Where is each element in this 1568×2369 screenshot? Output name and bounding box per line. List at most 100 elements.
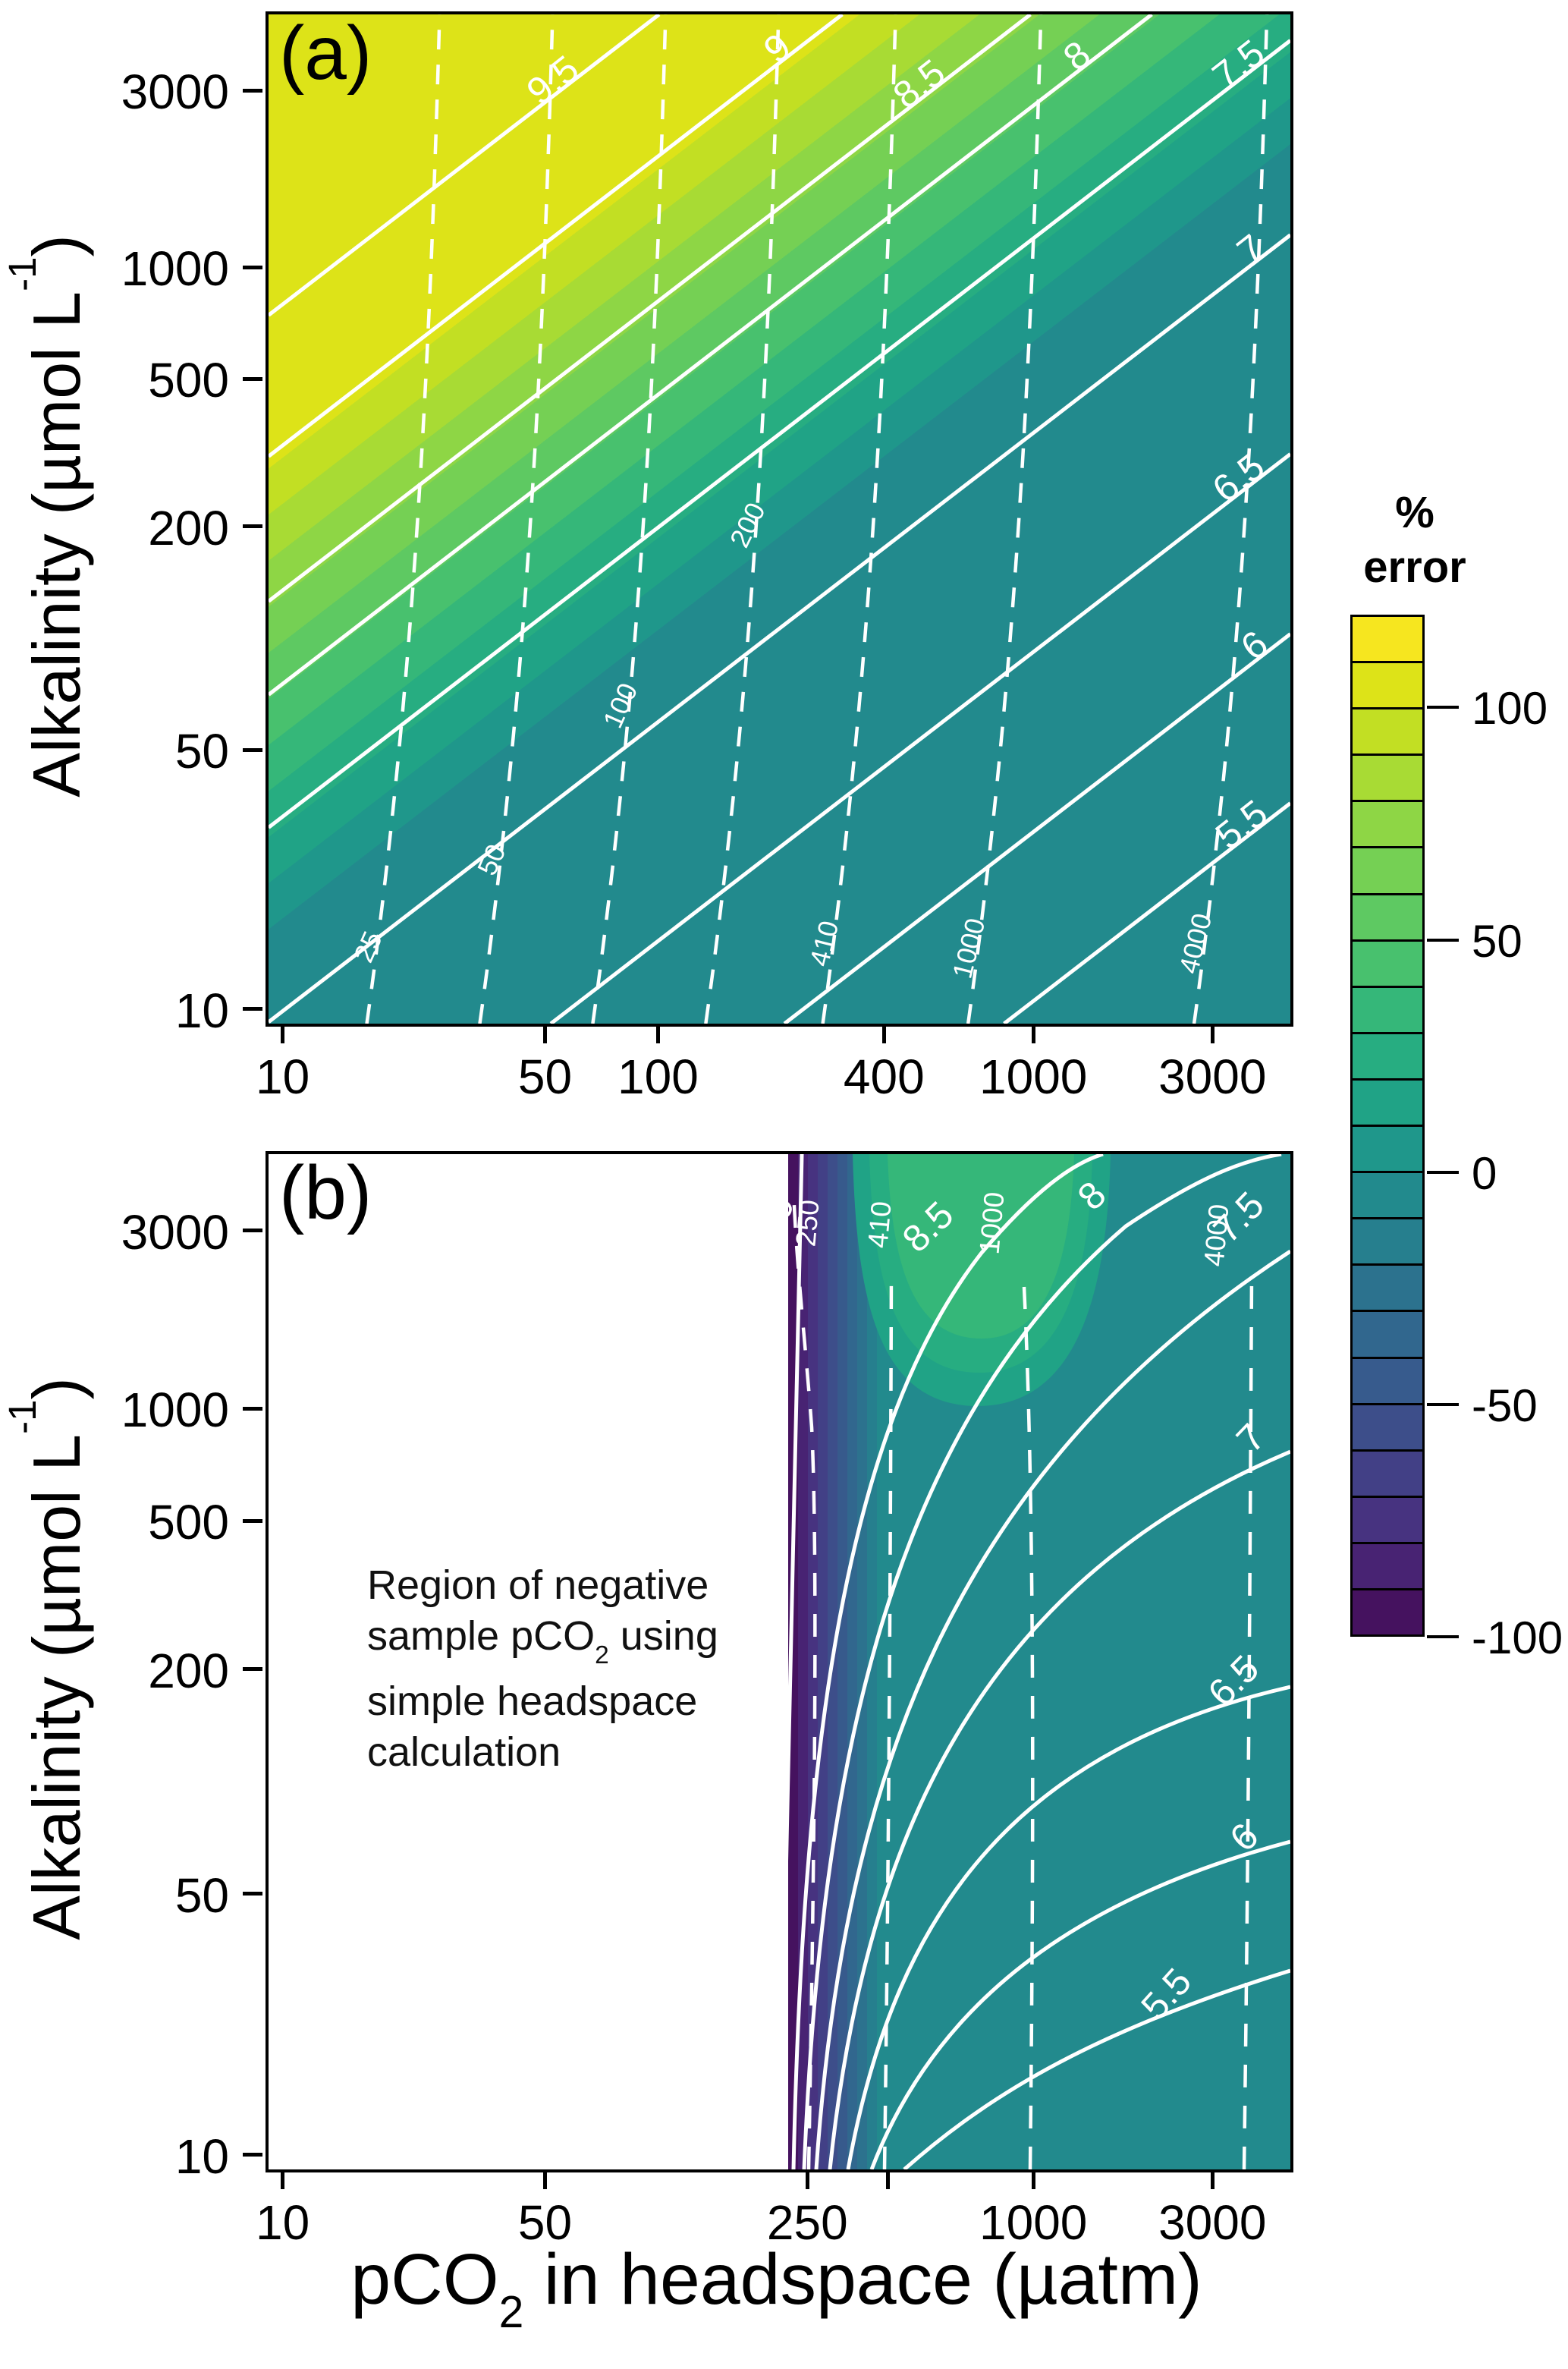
panel-a-y-tick — [243, 376, 262, 381]
panel-b-y-tick — [243, 1406, 262, 1411]
panel-a-x-tick — [655, 1024, 660, 1043]
colorbar-tick — [1427, 706, 1459, 709]
colorbar-block — [1353, 1543, 1422, 1590]
colorbar-title-line1: % — [1395, 488, 1434, 537]
panel-a-plot: (a) 9.5 9 8.5 8 7.5 7 6.5 6 5.5 25 50 100 200 410 1000… — [266, 11, 1293, 1027]
panel-b-ph-contour-line — [903, 1968, 1290, 2169]
panel-b-pco2-contour-label: 410 — [862, 1200, 897, 1249]
panel-a-y-tick — [243, 747, 262, 752]
colorbar-block — [1353, 941, 1422, 988]
panel-b-y-tick — [243, 1892, 262, 1896]
panel-b-ph-contour-line — [846, 1685, 1290, 2169]
panel-a-ph-contour-line — [269, 39, 1290, 829]
colorbar-block — [1353, 987, 1422, 1034]
panel-b-letter: (b) — [279, 1150, 372, 1235]
panel-b-plot: (b) Region of negative sample pCO2 using s… — [266, 1150, 1293, 2172]
panel-a-ph-contour-line — [269, 14, 844, 458]
colorbar-block — [1353, 1358, 1422, 1405]
colorbar-block — [1353, 709, 1422, 757]
panel-a-error-field — [269, 14, 1290, 1024]
panel-a-pco2-contour-line — [821, 14, 897, 1024]
panel-a-x-tick — [881, 1024, 886, 1043]
panel-b-pco2-contour-line — [1242, 1275, 1254, 2169]
colorbar-tick-label: 50 — [1472, 915, 1522, 967]
panel-b-ph-contour-line — [828, 1449, 1290, 2169]
colorbar-block — [1353, 617, 1422, 664]
panel-a-x-tick-label: 3000 — [1158, 1049, 1267, 1104]
panel-a-pco2-contour-line — [966, 14, 1043, 1024]
panel-a-x-tick-label: 400 — [843, 1049, 925, 1104]
panel-b-pco2-contour-label: 4000 — [1199, 1203, 1235, 1268]
colorbar-tick — [1427, 1635, 1459, 1638]
panel-b-y-tick-label: 200 — [148, 1643, 229, 1698]
colorbar-tick — [1427, 938, 1459, 942]
panel-a-x-tick-label: 10 — [256, 1049, 310, 1104]
panel-a-y-tick-label: 500 — [148, 353, 229, 408]
panel-a-ph-contour-line — [1003, 801, 1290, 1024]
panel-b-x-tick-label: 10 — [256, 2195, 310, 2250]
annotation-line: sample pCO2 using — [367, 1613, 718, 1669]
panel-a-x-tick-label: 50 — [517, 1049, 573, 1104]
colorbar-tick-label: 0 — [1472, 1147, 1497, 1199]
x-axis-title: pCO2 in headspace (µatm) — [350, 2239, 1202, 2337]
panel-a-y-tick — [243, 265, 262, 269]
panel-b-y-tick-label: 10 — [174, 2128, 229, 2184]
panel-a-x-tick — [542, 1024, 547, 1043]
panel-a-pco2-contour-line — [365, 14, 441, 1024]
panel-b-x-tick — [886, 2169, 891, 2189]
colorbar-block — [1353, 1590, 1422, 1635]
panel-a-y-tick — [243, 1007, 262, 1011]
colorbar-block — [1353, 756, 1422, 803]
colorbar-title-line2: error — [1363, 543, 1466, 592]
panel-a-pco2-contour-line — [704, 14, 781, 1024]
panel-b-pco2-contour-line — [1022, 1286, 1035, 2169]
panel-a-x-tick-label: 100 — [617, 1049, 699, 1104]
panel-a-y-tick-label: 3000 — [121, 64, 229, 120]
colorbar-block — [1353, 1405, 1422, 1452]
colorbar-block — [1353, 1451, 1422, 1498]
panel-a-y-tick-label: 1000 — [121, 241, 229, 297]
panel-b-y-tick — [243, 1229, 262, 1233]
panel-b-x-tick — [1031, 2169, 1035, 2189]
colorbar-tick — [1427, 1170, 1459, 1174]
colorbar-block — [1353, 663, 1422, 710]
colorbar-tick-label: 100 — [1472, 683, 1548, 735]
panel-a-x-tick — [281, 1024, 285, 1043]
panel-a-ph-contour-line — [269, 14, 1032, 603]
panel-a-y-tick — [243, 88, 262, 93]
panel-b-pco2-contour-label: 1000 — [974, 1191, 1010, 1256]
colorbar-block — [1353, 1080, 1422, 1128]
panel-a-x-tick — [1031, 1024, 1035, 1043]
panel-b-y-tick — [243, 2153, 262, 2157]
colorbar-tick-label: -50 — [1472, 1380, 1538, 1431]
panel-b-x-tick — [1210, 2169, 1214, 2189]
panel-b-ph-contour-line — [802, 1154, 1282, 2169]
panel-b-x-tick — [281, 2169, 285, 2189]
panel-a-y-tick-label: 50 — [174, 724, 229, 779]
colorbar-title: % error — [1290, 486, 1540, 595]
panel-b-y-tick — [243, 1667, 262, 1672]
colorbar-block — [1353, 1497, 1422, 1544]
panel-b-ph-contour-line — [814, 1249, 1290, 2169]
annotation-line: Region of negative — [367, 1562, 709, 1608]
colorbar-tick — [1427, 1402, 1459, 1406]
colorbar-tick-label: -100 — [1472, 1612, 1563, 1663]
panel-a-x-tick — [1210, 1024, 1214, 1043]
panel-a-y-tick-label: 10 — [174, 983, 229, 1038]
colorbar-block — [1353, 1033, 1422, 1081]
colorbar-block — [1353, 1266, 1422, 1313]
panel-a-x-tick-label: 1000 — [979, 1049, 1088, 1104]
panel-b-y-tick-label: 3000 — [121, 1204, 229, 1260]
panel-b-pco2-contour-line — [882, 1267, 894, 2169]
panel-a-ph-contour-line — [783, 632, 1290, 1024]
panel-a-ph-contour-line — [549, 452, 1290, 1024]
panel-a-letter: (a) — [279, 11, 372, 96]
panel-b-x-tick-label: 3000 — [1158, 2195, 1267, 2250]
colorbar — [1350, 615, 1425, 1637]
colorbar-block — [1353, 1127, 1422, 1174]
panel-a-pco2-contour-line — [591, 14, 668, 1024]
panel-a-ph-contour-line — [269, 14, 661, 317]
